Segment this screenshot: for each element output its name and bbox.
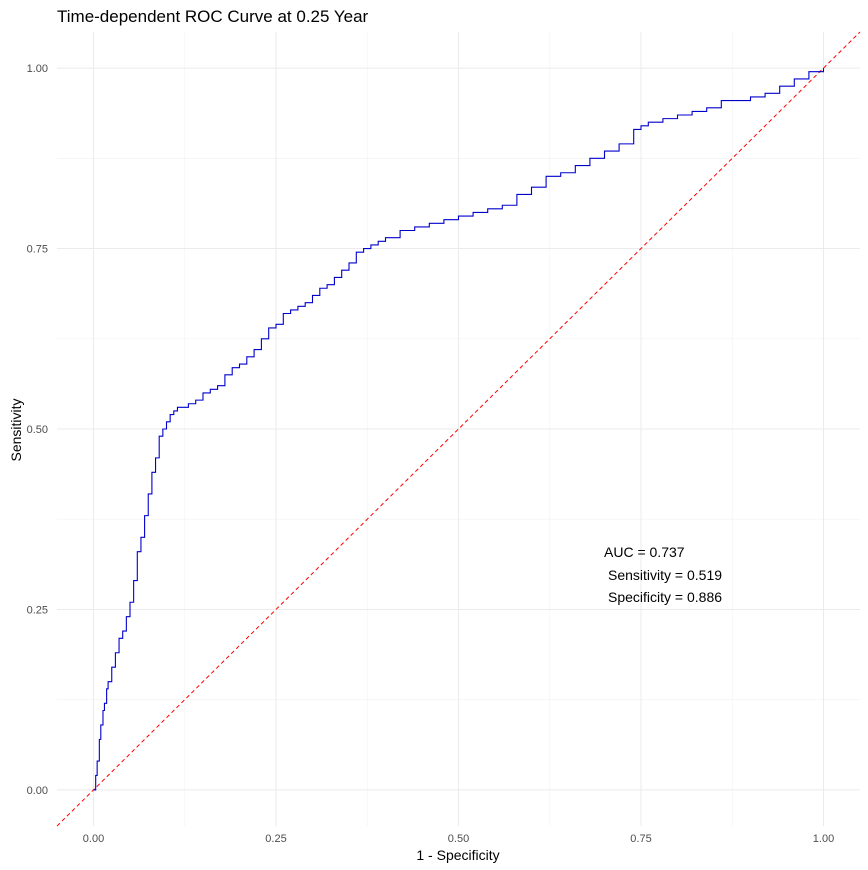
annotation-sensitivity: Sensitivity = 0.519	[608, 567, 722, 583]
y-tick-label: 1.00	[27, 63, 48, 75]
x-tick-labels: 0.00 0.25 0.50 0.75 1.00	[83, 833, 834, 845]
y-tick-label: 0.25	[27, 604, 48, 616]
x-tick-label: 1.00	[813, 833, 834, 845]
annotation-block: AUC = 0.737 Sensitivity = 0.519 Specific…	[604, 544, 722, 605]
grid	[57, 32, 860, 826]
y-tick-label: 0.00	[27, 785, 48, 797]
y-axis-title: Sensitivity	[8, 398, 24, 461]
y-tick-labels: 0.00 0.25 0.50 0.75 1.00	[27, 63, 48, 797]
series-layer	[56, 31, 861, 827]
y-tick-label: 0.75	[27, 244, 48, 256]
x-tick-label: 0.50	[448, 833, 469, 845]
roc-curve-line	[93, 68, 825, 791]
annotation-specificity: Specificity = 0.886	[608, 589, 722, 605]
y-tick-label: 0.50	[27, 424, 48, 436]
x-tick-label: 0.75	[630, 833, 651, 845]
x-tick-label: 0.00	[83, 833, 104, 845]
reference-diagonal-line	[56, 31, 861, 827]
x-axis-title: 1 - Specificity	[416, 847, 499, 863]
x-tick-label: 0.25	[265, 833, 286, 845]
annotation-auc: AUC = 0.737	[604, 544, 685, 560]
chart-title: Time-dependent ROC Curve at 0.25 Year	[57, 7, 369, 26]
